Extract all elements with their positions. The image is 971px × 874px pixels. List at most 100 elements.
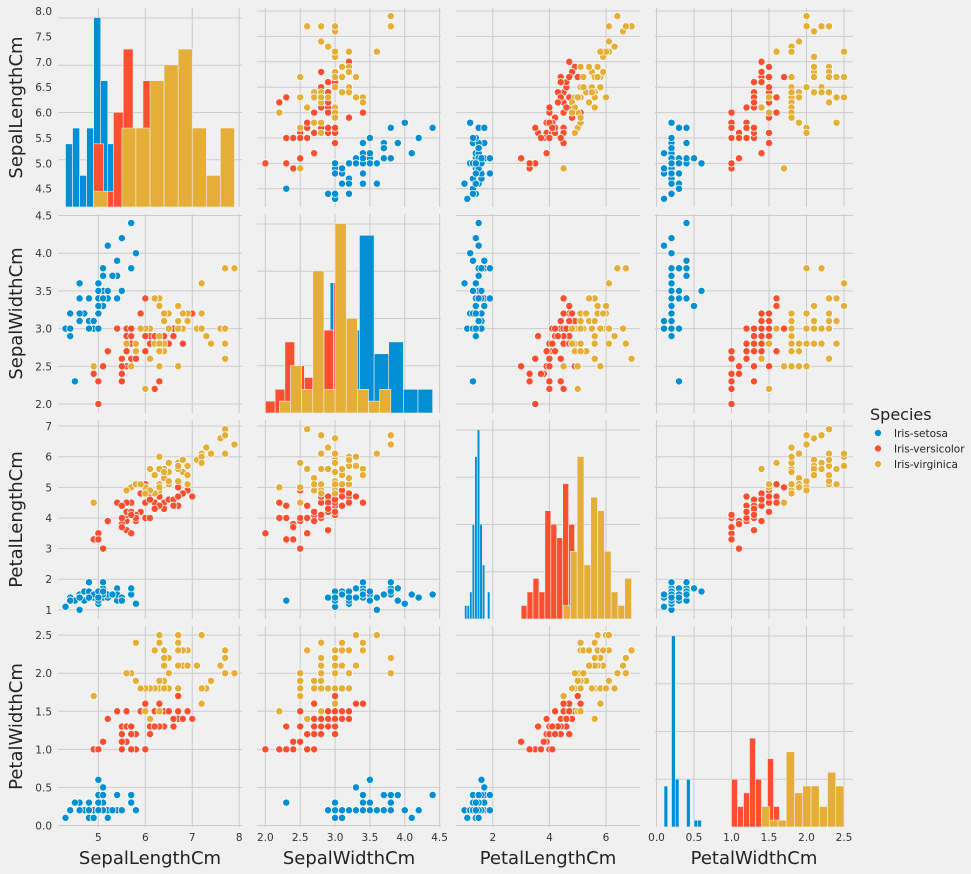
- scatter-point: [99, 578, 108, 587]
- scatter-point: [324, 93, 333, 102]
- x-tick-label: 1.0: [723, 832, 740, 844]
- scatter-point: [787, 362, 796, 371]
- scatter-point: [296, 123, 305, 132]
- scatter-point: [85, 806, 93, 815]
- scatter-point: [667, 324, 676, 333]
- scatter-point: [372, 605, 381, 614]
- scatter-point: [466, 249, 475, 258]
- histogram-bar: [469, 591, 473, 620]
- scatter-point: [174, 461, 183, 470]
- scatter-point: [155, 347, 164, 356]
- scatter-point: [99, 362, 108, 371]
- y-tick-label: 4.0: [35, 248, 52, 260]
- scatter-point: [94, 593, 103, 602]
- scatter-point: [765, 480, 773, 489]
- scatter-point: [570, 128, 579, 137]
- scatter-point: [345, 684, 353, 693]
- scatter-point: [667, 144, 676, 153]
- scatter-point: [113, 324, 122, 333]
- histogram-bar: [487, 591, 491, 620]
- scatter-point: [832, 93, 841, 102]
- legend-marker: [874, 460, 882, 468]
- scatter-point: [127, 264, 136, 273]
- x-tick-label: 4.0: [396, 832, 413, 844]
- scatter-point: [613, 669, 622, 678]
- scatter-point: [667, 264, 676, 273]
- scatter-point: [802, 431, 811, 440]
- scatter-point: [89, 813, 98, 822]
- scatter-point: [358, 154, 367, 163]
- y-tick-label: 8.0: [35, 6, 52, 18]
- scatter-point: [331, 806, 340, 815]
- histogram-bar: [206, 175, 221, 208]
- scatter-point: [757, 57, 766, 66]
- scatter-point: [365, 149, 374, 158]
- scatter-point: [817, 339, 826, 348]
- scatter-point: [160, 309, 169, 318]
- scatter-Iris-virginica: [757, 264, 848, 393]
- scatter-point: [150, 471, 159, 480]
- scatter-point: [345, 707, 353, 716]
- panel-background: [58, 214, 242, 413]
- scatter-point: [832, 118, 841, 127]
- grid-lines: [58, 214, 242, 413]
- scatter-Iris-virginica: [275, 12, 395, 173]
- histogram-bar: [556, 537, 564, 620]
- scatter-point: [331, 449, 340, 458]
- scatter-point: [750, 324, 758, 333]
- scatter-point: [324, 707, 333, 716]
- scatter-point: [517, 737, 526, 746]
- scatter-point: [89, 317, 98, 325]
- scatter-point: [113, 256, 122, 265]
- scatter-point: [331, 159, 340, 168]
- scatter-point: [750, 377, 758, 386]
- scatter-point: [765, 384, 773, 393]
- scatter-point: [108, 806, 117, 815]
- scatter-point: [466, 118, 475, 127]
- scatter-point: [70, 377, 79, 386]
- scatter-point: [331, 707, 340, 716]
- scatter-point: [174, 684, 183, 693]
- scatter-Iris-virginica: [559, 264, 636, 393]
- scatter-point: [317, 480, 326, 489]
- scatter-point: [99, 737, 108, 746]
- scatter-point: [345, 159, 353, 168]
- scatter-point: [817, 431, 826, 440]
- histogram-bar: [471, 523, 475, 620]
- scatter-point: [660, 194, 668, 203]
- scatter-point: [604, 676, 613, 685]
- scatter-point: [568, 684, 577, 693]
- scatter-point: [386, 578, 395, 587]
- scatter-point: [604, 279, 613, 288]
- scatter-point: [310, 108, 319, 117]
- scatter-point: [155, 332, 164, 341]
- scatter-point: [682, 256, 691, 265]
- scatter-point: [75, 593, 84, 602]
- scatter-point: [150, 294, 159, 303]
- scatter-point: [117, 234, 126, 243]
- scatter-point: [765, 83, 773, 92]
- scatter-point: [183, 661, 192, 670]
- scatter-point: [477, 286, 486, 295]
- scatter-point: [477, 775, 486, 784]
- scatter-point: [471, 179, 480, 188]
- scatter-point: [765, 73, 773, 81]
- scatter-point: [331, 692, 340, 700]
- scatter-point: [735, 520, 743, 529]
- scatter-point: [358, 806, 367, 815]
- panel-3-2: 2 4 6 PetalLengthCm: [456, 626, 640, 869]
- scatter-point: [817, 324, 826, 333]
- scatter-point: [61, 813, 70, 822]
- scatter-point: [317, 37, 326, 46]
- scatter-point: [141, 699, 150, 708]
- scatter-point: [303, 529, 312, 538]
- scatter-point: [579, 83, 588, 92]
- scatter-Iris-versicolor: [727, 294, 796, 408]
- scatter-point: [660, 324, 668, 333]
- scatter-Iris-setosa: [282, 578, 437, 614]
- scatter-point: [772, 480, 781, 489]
- scatter-point: [358, 638, 367, 647]
- histogram-Iris-virginica: [279, 223, 392, 414]
- scatter-point: [66, 324, 75, 333]
- scatter-point: [480, 302, 489, 310]
